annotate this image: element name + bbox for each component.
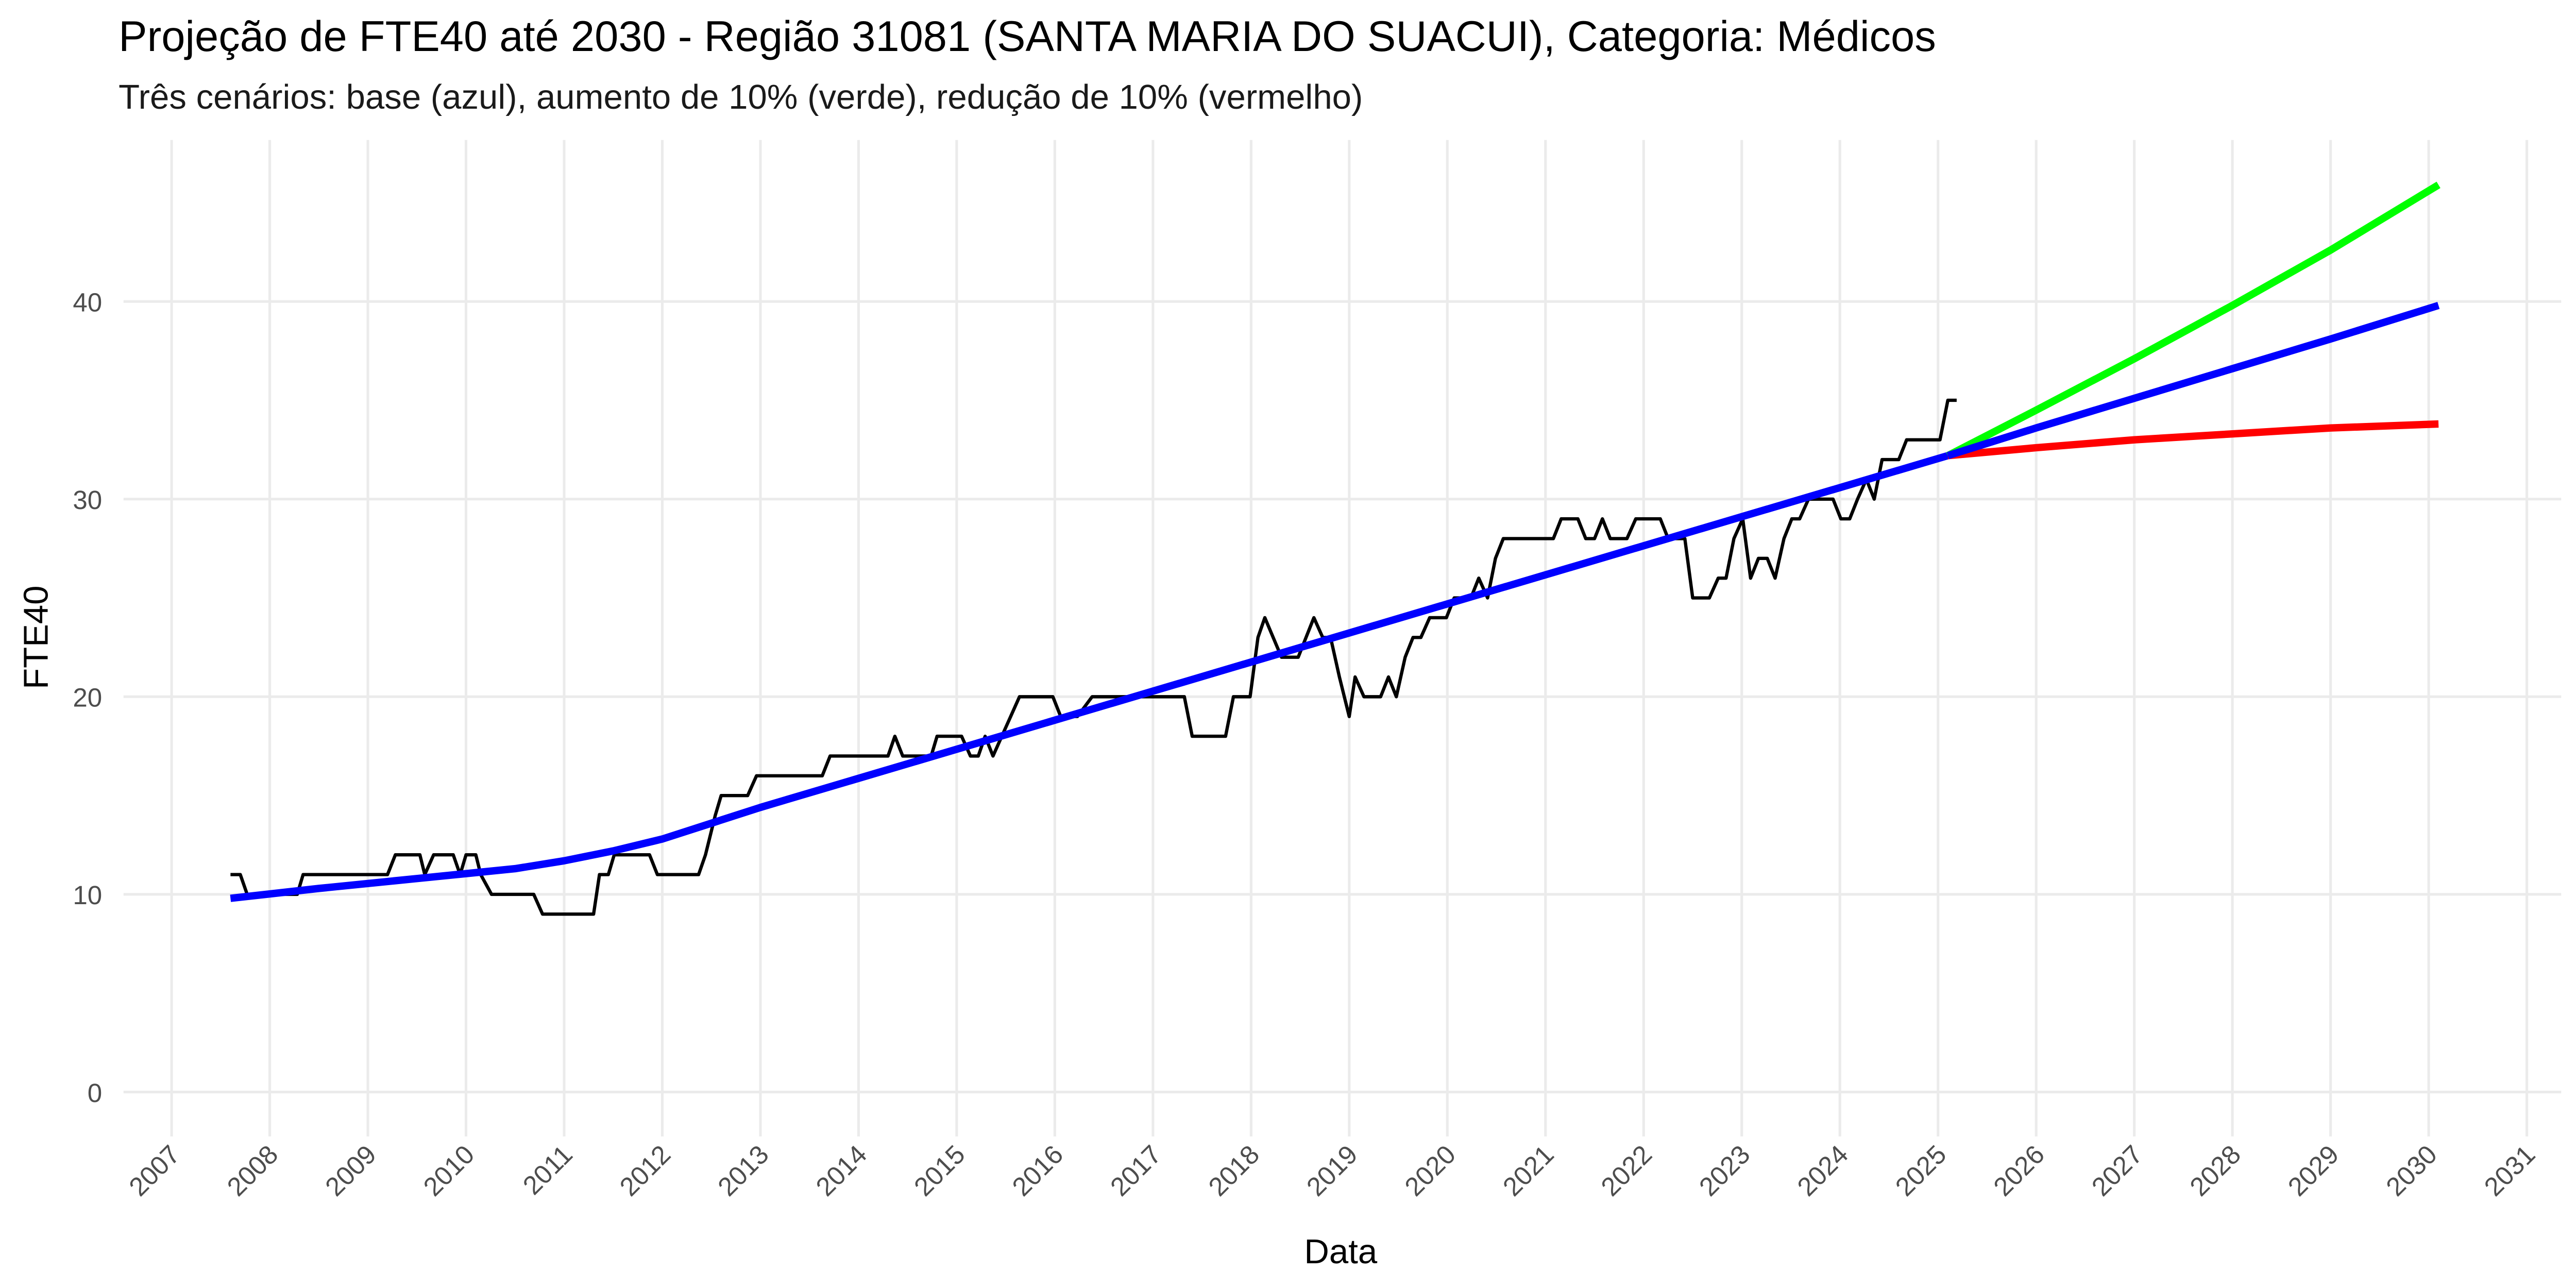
marks (230, 181, 2441, 916)
chart-title: Projeção de FTE40 até 2030 - Região 3108… (118, 12, 1936, 60)
chart-subtitle: Três cenários: base (azul), aumento de 1… (118, 78, 1363, 116)
series-line (1946, 301, 2440, 460)
series-line (1946, 181, 2441, 459)
y-tick-label: 40 (73, 287, 102, 317)
series-line (1947, 420, 2439, 460)
y-tick-label: 30 (73, 485, 102, 515)
grid (123, 140, 2562, 1137)
y-tick-label: 20 (73, 683, 102, 713)
y-tick-label: 10 (73, 880, 102, 910)
x-axis-label: Data (1304, 1232, 1377, 1271)
series-line (230, 452, 1949, 902)
series-line (230, 398, 1957, 916)
y-axis-label: FTE40 (17, 585, 56, 689)
y-tick-label: 0 (88, 1078, 102, 1108)
